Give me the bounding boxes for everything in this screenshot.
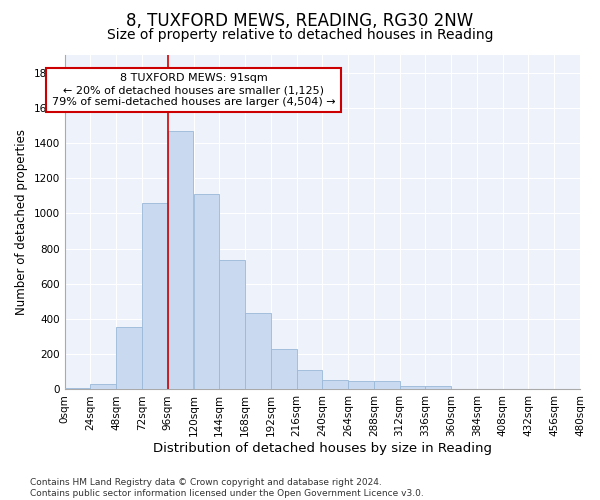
Bar [116,327,142,390]
Bar [142,203,168,390]
Bar [451,388,477,390]
Bar [477,388,503,390]
Bar [374,380,400,390]
Bar [400,386,425,390]
Bar [529,389,554,390]
Bar [91,384,116,390]
Bar [219,260,245,390]
Bar [271,349,296,390]
Bar [65,388,91,390]
Bar [554,389,580,390]
Bar [193,194,219,390]
Bar [168,130,193,390]
Text: Size of property relative to detached houses in Reading: Size of property relative to detached ho… [107,28,493,42]
Bar [425,386,451,390]
Bar [245,313,271,390]
Bar [503,388,529,390]
Text: Contains HM Land Registry data © Crown copyright and database right 2024.
Contai: Contains HM Land Registry data © Crown c… [30,478,424,498]
Text: 8, TUXFORD MEWS, READING, RG30 2NW: 8, TUXFORD MEWS, READING, RG30 2NW [127,12,473,30]
X-axis label: Distribution of detached houses by size in Reading: Distribution of detached houses by size … [153,442,492,455]
Y-axis label: Number of detached properties: Number of detached properties [15,129,28,315]
Bar [296,370,322,390]
Bar [322,380,348,390]
Bar [348,380,374,390]
Text: 8 TUXFORD MEWS: 91sqm
← 20% of detached houses are smaller (1,125)
79% of semi-d: 8 TUXFORD MEWS: 91sqm ← 20% of detached … [52,74,335,106]
